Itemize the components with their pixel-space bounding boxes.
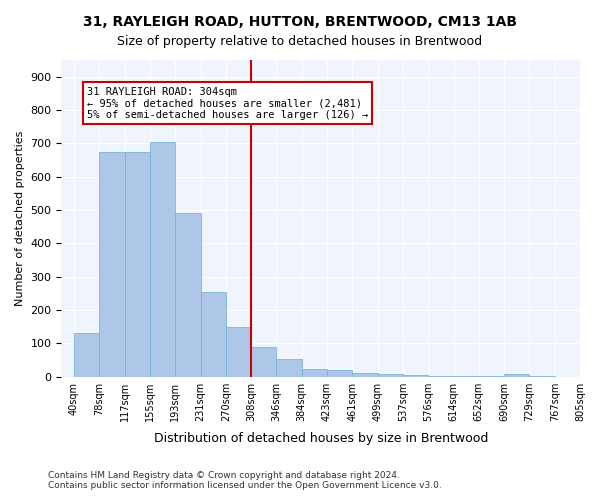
Text: Contains HM Land Registry data © Crown copyright and database right 2024.
Contai: Contains HM Land Registry data © Crown c…	[48, 470, 442, 490]
Bar	[74, 334, 100, 376]
Bar	[277, 360, 302, 376]
Bar	[100, 152, 125, 376]
Bar	[251, 346, 277, 376]
Bar	[327, 370, 352, 376]
Bar	[150, 142, 175, 376]
Y-axis label: Number of detached properties: Number of detached properties	[15, 130, 25, 306]
Bar	[200, 292, 226, 376]
Bar	[125, 152, 150, 376]
Bar	[377, 374, 403, 376]
Bar	[226, 326, 251, 376]
Text: Size of property relative to detached houses in Brentwood: Size of property relative to detached ho…	[118, 35, 482, 48]
X-axis label: Distribution of detached houses by size in Brentwood: Distribution of detached houses by size …	[154, 432, 488, 445]
Bar	[175, 214, 200, 376]
Text: 31, RAYLEIGH ROAD, HUTTON, BRENTWOOD, CM13 1AB: 31, RAYLEIGH ROAD, HUTTON, BRENTWOOD, CM…	[83, 15, 517, 29]
Bar	[352, 374, 377, 376]
Bar	[504, 374, 529, 376]
Bar	[302, 370, 327, 376]
Text: 31 RAYLEIGH ROAD: 304sqm
← 95% of detached houses are smaller (2,481)
5% of semi: 31 RAYLEIGH ROAD: 304sqm ← 95% of detach…	[87, 86, 368, 120]
Bar	[403, 375, 428, 376]
